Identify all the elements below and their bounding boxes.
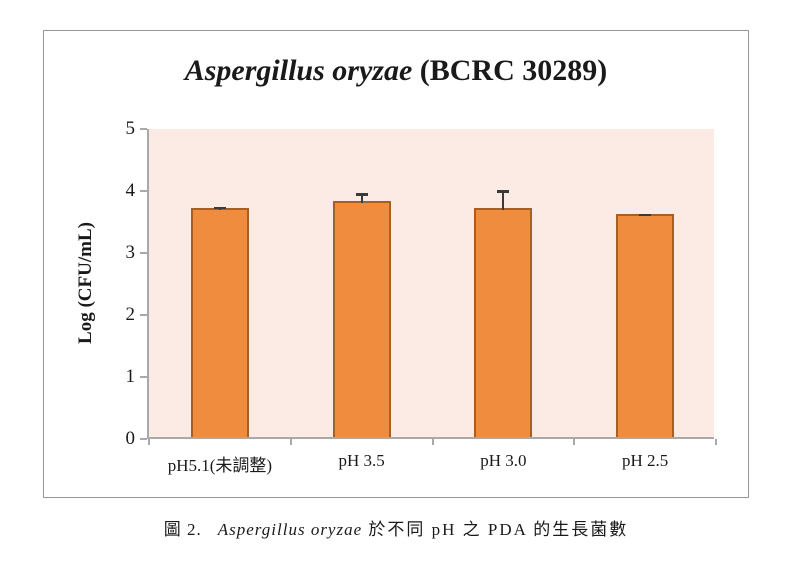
figure-caption-text: 於不同 pH 之 PDA 的生長菌數 <box>368 520 629 539</box>
x-tick-mark <box>431 439 434 445</box>
error-bar <box>502 191 505 210</box>
y-tick-mark <box>140 190 147 192</box>
y-axis-title: Log (CFU/mL) <box>75 222 96 344</box>
y-tick-mark <box>140 314 147 316</box>
bar <box>474 207 533 437</box>
chart-title-strain-code: (BCRC 30289) <box>412 54 608 87</box>
y-tick-label: 5 <box>125 118 136 139</box>
y-tick-mark <box>140 128 147 130</box>
y-tick-label: 2 <box>125 304 136 325</box>
x-axis-label: pH 3.5 <box>338 451 385 470</box>
plot-area: 0 1 2 3 4 5 pH5.1(未調整) pH 3.5 pH 3.0 pH 2.5 <box>126 118 717 475</box>
y-tick-mark <box>140 438 147 440</box>
error-bar-cap <box>355 193 368 196</box>
chart-frame: Aspergillus oryzae (BCRC 30289) Log (CFU… <box>43 30 749 498</box>
error-bar-cap <box>213 206 226 210</box>
x-tick-mark <box>148 439 150 445</box>
y-tick-label: 0 <box>125 428 136 449</box>
y-tick-mark <box>140 252 147 254</box>
chart-title: Aspergillus oryzae (BCRC 30289) <box>44 54 748 88</box>
y-tick-label: 1 <box>125 366 136 387</box>
x-tick-mark <box>573 439 576 445</box>
x-axis-label: pH 2.5 <box>621 451 669 470</box>
x-tick-mark <box>715 439 717 445</box>
x-tick-mark <box>289 439 292 445</box>
y-tick-label: 3 <box>125 242 136 263</box>
chart-title-species: Aspergillus oryzae <box>184 54 413 87</box>
bar <box>190 207 249 437</box>
figure-caption-number: 圖 2. <box>163 520 202 539</box>
figure-caption-species: Aspergillus oryzae <box>217 520 363 539</box>
error-bar <box>360 194 363 204</box>
bar <box>616 213 675 437</box>
error-bar-cap <box>497 190 510 193</box>
x-axis-label: pH 3.0 <box>480 451 527 470</box>
y-tick-mark <box>140 376 147 378</box>
x-axis-label: pH5.1(未調整) <box>167 456 273 475</box>
error-bar-cap <box>639 213 652 217</box>
figure-caption: 圖 2. Aspergillus oryzae 於不同 pH 之 PDA 的生長菌… <box>0 515 792 540</box>
bar <box>332 201 391 437</box>
y-tick-label: 4 <box>125 180 136 201</box>
